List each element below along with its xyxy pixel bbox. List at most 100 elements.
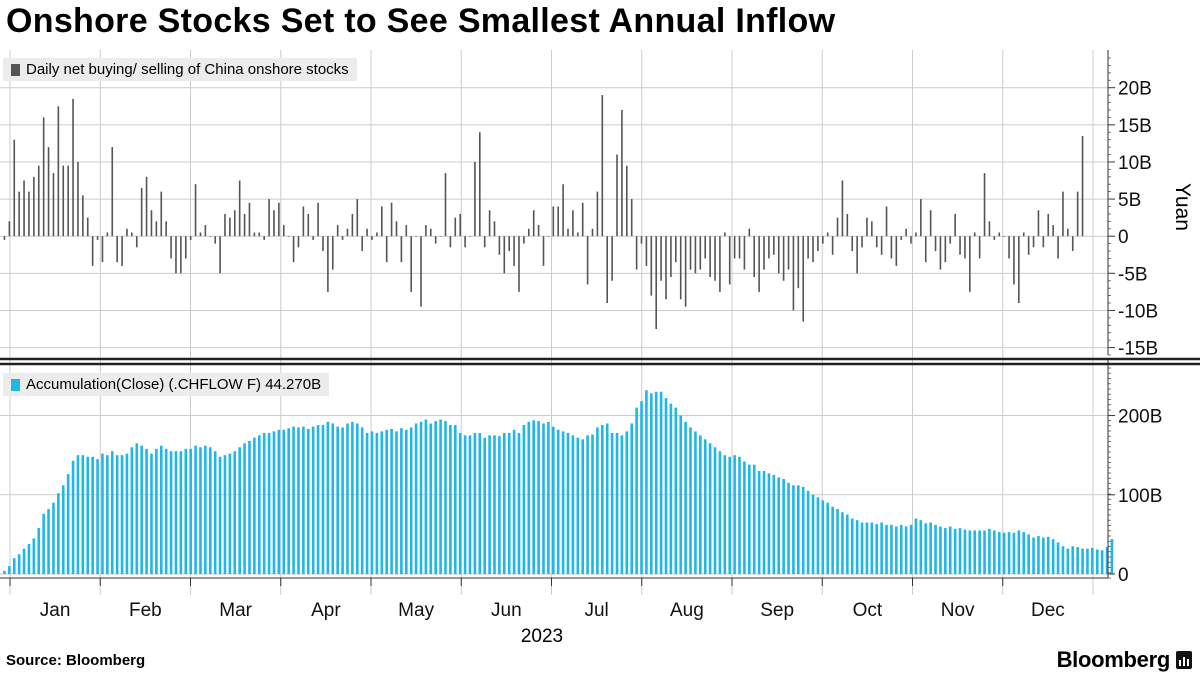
- accumulation-bar: [831, 506, 834, 575]
- accumulation-bar: [1012, 532, 1016, 575]
- accumulation-bar: [282, 429, 286, 575]
- daily-bar: [679, 236, 682, 300]
- accumulation-bar: [1071, 546, 1075, 575]
- daily-bar: [57, 106, 60, 237]
- daily-tick-label: 10B: [1118, 153, 1152, 174]
- accumulation-bar: [601, 425, 604, 575]
- daily-bar: [165, 221, 167, 237]
- accumulation-bar: [233, 451, 237, 575]
- daily-bar: [694, 236, 697, 274]
- accumulation-bar: [155, 448, 158, 575]
- daily-bar: [895, 236, 898, 266]
- accumulation-bar: [1007, 532, 1011, 575]
- daily-bar: [724, 232, 726, 237]
- daily-bar: [140, 187, 143, 237]
- daily-bar: [199, 232, 202, 237]
- daily-bar: [518, 236, 520, 292]
- accumulation-bar: [12, 558, 16, 575]
- daily-bar: [802, 236, 805, 322]
- daily-bar: [591, 228, 594, 237]
- accumulation-bar: [140, 445, 143, 575]
- source-note: Source: Bloomberg: [6, 652, 146, 669]
- accumulation-bar: [953, 528, 957, 575]
- accumulation-bar: [586, 435, 589, 575]
- accumulation-bar: [8, 566, 11, 575]
- daily-bar: [1057, 236, 1059, 259]
- daily-bar: [939, 236, 942, 270]
- x-tick-label: Mar: [219, 600, 252, 621]
- daily-bar: [356, 199, 359, 237]
- daily-bar: [297, 236, 300, 248]
- daily-bar: [577, 232, 579, 237]
- daily-bar: [846, 213, 849, 237]
- accumulation-bar: [1091, 547, 1094, 575]
- daily-bar: [429, 228, 432, 237]
- accumulation-bar: [380, 431, 384, 575]
- daily-bar: [885, 206, 888, 237]
- accumulation-bar: [978, 530, 981, 575]
- daily-bar: [464, 236, 466, 248]
- daily-bar: [444, 173, 447, 237]
- accumulation-bar: [552, 426, 555, 575]
- daily-bar: [890, 236, 893, 259]
- daily-bar: [773, 236, 775, 255]
- x-tick-label: Jan: [40, 600, 71, 621]
- accumulation-bar: [306, 429, 310, 575]
- accumulation-bar: [787, 482, 790, 575]
- accumulation-bar: [22, 548, 26, 575]
- accumulation-bar: [272, 431, 276, 575]
- accumulation-bar: [1042, 537, 1045, 575]
- daily-bar: [121, 236, 123, 266]
- daily-tick-label: -15B: [1118, 339, 1158, 360]
- accumulation-bar: [120, 455, 124, 575]
- accumulation-bar: [885, 524, 888, 575]
- daily-bar: [831, 236, 834, 255]
- daily-bar: [483, 236, 486, 248]
- daily-bar: [611, 236, 613, 281]
- daily-bar: [395, 221, 398, 237]
- legend-accumulation: Accumulation(Close) (.CHFLOW F) 44.270B: [3, 373, 330, 396]
- accumulation-bar: [571, 435, 575, 575]
- daily-bar: [1018, 236, 1020, 304]
- daily-bar: [322, 236, 324, 252]
- accumulation-bar: [507, 432, 511, 575]
- accumulation-bar: [772, 474, 776, 575]
- daily-bar: [77, 161, 79, 237]
- daily-bar: [106, 232, 109, 237]
- daily-bars: [3, 95, 1084, 330]
- accumulation-bar: [208, 447, 212, 575]
- x-tick-label: Nov: [941, 600, 975, 621]
- daily-bar: [1047, 213, 1050, 237]
- daily-bar: [469, 236, 471, 237]
- daily-bar: [875, 236, 878, 248]
- accumulation-bar: [292, 426, 295, 575]
- accumulation-bar: [159, 445, 163, 575]
- accumulation-bar: [865, 522, 869, 575]
- daily-bar: [920, 199, 922, 237]
- daily-bar: [449, 236, 452, 248]
- accumulation-bar: [360, 427, 364, 575]
- daily-bar: [601, 95, 604, 237]
- accumulation-bar: [1002, 532, 1006, 575]
- daily-bar: [817, 236, 819, 252]
- daily-bar: [47, 147, 50, 237]
- daily-bar: [738, 236, 741, 259]
- daily-bar: [366, 228, 368, 237]
- legend-label-accumulation: Accumulation(Close) (.CHFLOW F) 44.270B: [26, 376, 322, 393]
- daily-bar: [959, 236, 961, 255]
- accumulation-bar: [659, 391, 663, 575]
- daily-bar: [508, 236, 510, 252]
- daily-bar: [376, 232, 378, 237]
- daily-bar: [18, 191, 20, 237]
- accumulation-bar: [527, 421, 531, 575]
- daily-bar: [537, 225, 540, 237]
- accumulation-bar: [958, 528, 962, 575]
- accumulation-bar: [532, 420, 535, 575]
- accumulation-bar: [610, 432, 614, 575]
- daily-bar: [180, 236, 182, 274]
- daily-bar: [949, 236, 952, 244]
- x-tick-label: Dec: [1031, 600, 1065, 621]
- accumulation-bar: [757, 471, 761, 575]
- daily-bar: [268, 199, 270, 237]
- daily-bar: [131, 232, 133, 237]
